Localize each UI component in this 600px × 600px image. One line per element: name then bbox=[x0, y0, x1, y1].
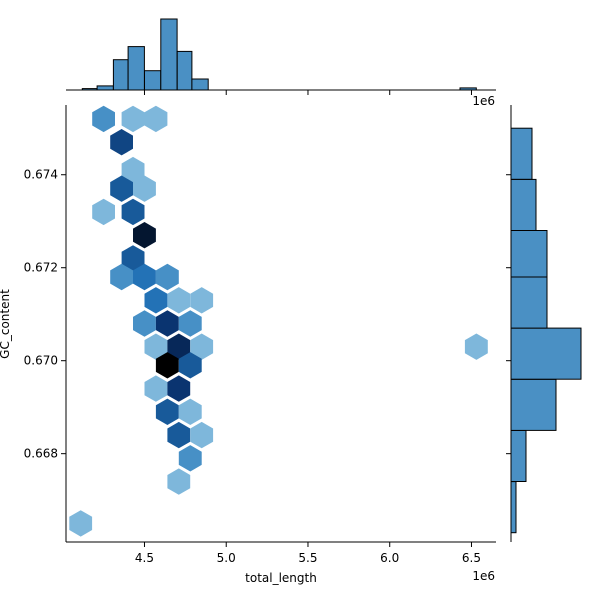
x-tick-label: 5.5 bbox=[298, 551, 317, 565]
hexbin-cell bbox=[190, 421, 214, 449]
hexbin-layer bbox=[69, 105, 488, 537]
y-histogram-bar bbox=[510, 178, 537, 231]
x-marginal-histogram bbox=[81, 18, 477, 91]
x-offset-label: 1e6 bbox=[472, 569, 495, 583]
x-histogram-bar bbox=[176, 50, 193, 91]
x-tick-label: 4.5 bbox=[135, 551, 154, 565]
hexbin-cell bbox=[155, 398, 179, 425]
hexbin-cell bbox=[133, 175, 156, 202]
hexbin-cell bbox=[155, 310, 179, 337]
hexbin-cell bbox=[121, 245, 145, 272]
x-tick-label: 6.0 bbox=[380, 551, 399, 565]
x-tick-label: 5.0 bbox=[217, 551, 236, 565]
hexbin-cell bbox=[178, 352, 202, 379]
hexbin-cell bbox=[167, 333, 191, 360]
hexbin-cell bbox=[121, 156, 145, 184]
y-tick-label: 0.674 bbox=[24, 168, 58, 182]
x-histogram-bar bbox=[112, 59, 129, 91]
hexbin-cell bbox=[92, 105, 115, 133]
hexbin-cell bbox=[178, 398, 202, 425]
y-histogram-bar bbox=[510, 429, 527, 482]
y-ticks: 0.668 0.670 0.672 0.674 bbox=[24, 168, 511, 461]
y-histogram-bar bbox=[510, 327, 582, 380]
y-marginal-histogram bbox=[510, 127, 582, 534]
hexbin-cell bbox=[144, 287, 168, 314]
hexbin-cell bbox=[144, 375, 168, 402]
y-histogram-bar bbox=[510, 230, 548, 278]
hexbin-cell bbox=[144, 333, 168, 360]
x-histogram-bar bbox=[191, 78, 209, 91]
hexbin-cell bbox=[133, 222, 156, 249]
y-tick-label: 0.668 bbox=[24, 447, 58, 461]
x-histogram-bar bbox=[127, 46, 145, 91]
hexbin-cell bbox=[155, 263, 179, 291]
y-tick-label: 0.672 bbox=[24, 261, 58, 275]
x-histogram-bar bbox=[96, 85, 114, 91]
hexbin-cell bbox=[178, 445, 202, 472]
hexbin-cell bbox=[110, 129, 133, 156]
hexbin-cell bbox=[133, 310, 156, 337]
hexbin-cell bbox=[167, 468, 191, 495]
x-marginal-offset-label: 1e6 bbox=[472, 94, 495, 108]
hexbin-cell bbox=[144, 105, 168, 133]
hexbin-cell bbox=[110, 175, 133, 202]
hexbin-cell bbox=[121, 198, 145, 226]
hexbin-cell bbox=[167, 421, 191, 449]
y-histogram-bar bbox=[510, 276, 548, 329]
hexbin-cell bbox=[121, 105, 145, 133]
hexbin-cell bbox=[133, 263, 156, 291]
y-axis-label: GC_content bbox=[0, 289, 12, 359]
y-histogram-bar bbox=[510, 127, 533, 180]
x-tick-label: 6.5 bbox=[462, 551, 481, 565]
x-axis-label: total_length bbox=[245, 571, 317, 585]
hexbin-cell bbox=[178, 310, 202, 337]
hexbin-cell bbox=[464, 333, 488, 360]
x-histogram-bar bbox=[160, 18, 178, 91]
hexbin-cell bbox=[155, 352, 179, 379]
y-histogram-bar bbox=[510, 378, 557, 431]
hexbin-cell bbox=[167, 287, 191, 314]
hexbin-cell bbox=[69, 510, 93, 537]
hexbin-cell bbox=[92, 198, 115, 226]
y-tick-label: 0.670 bbox=[24, 354, 58, 368]
hexbin-cell bbox=[190, 287, 214, 314]
hexbin-cell bbox=[167, 375, 191, 402]
x-histogram-bar bbox=[144, 70, 162, 91]
y-histogram-bar bbox=[510, 481, 517, 534]
hexbin-cell bbox=[190, 333, 214, 360]
x-ticks: 4.5 5.0 5.5 6.0 6.5 bbox=[135, 90, 481, 565]
hexbin-cell bbox=[110, 263, 133, 291]
